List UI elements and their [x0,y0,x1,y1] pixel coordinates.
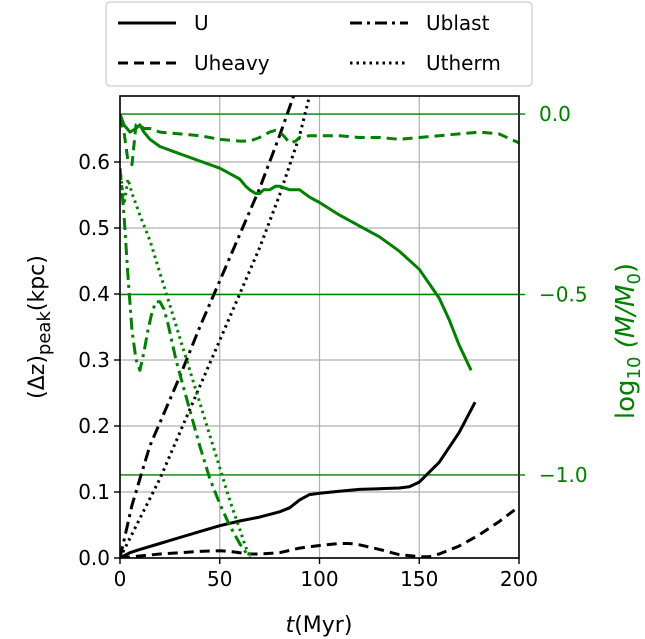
x-axis-ticks: 0 50 100 150 200 [114,558,538,591]
y-tick-label-4: 0.4 [78,282,110,306]
y-tick-label-3: 0.3 [78,348,110,372]
y-axis-label-left: (Δz)peak(kpc) [25,255,55,399]
x-tick-label-3: 150 [400,567,438,591]
y-tick-label-6: 0.6 [78,150,110,174]
y-axis-label-right-sub: 10 [624,357,645,380]
series-Ublast-mass-line [120,168,251,558]
legend-box [105,1,533,87]
series-U-mass-line [120,113,473,371]
series-Ublast-line [120,96,296,558]
y-tick-label-1: 0.1 [78,480,110,504]
series-U-line [120,401,477,558]
y-right-tick-label-2: −1.0 [539,463,588,487]
grid-lines [119,96,520,559]
y-axis-label-left-suffix: (kpc) [25,255,50,311]
legend-label-3: Utherm [426,51,501,75]
y-tick-label-2: 0.2 [78,414,110,438]
y-right-tick-label-0: 0.0 [539,102,571,126]
x-axis-label: t(Myr) [286,613,353,638]
x-tick-label-4: 200 [500,567,538,591]
y-right-tick-label-1: −0.5 [539,283,588,307]
x-axis-label-rest: (Myr) [294,613,352,638]
legend: U Ublast Uheavy Utherm [105,1,533,87]
x-axis-label-italic: t [286,613,296,638]
series-Utherm-line [120,96,311,558]
x-tick-label-1: 50 [207,567,232,591]
legend-label-1: Ublast [426,11,490,35]
y-axis-label-right-prefix: log [611,379,641,419]
x-tick-label-2: 100 [300,567,338,591]
right-axis-ticks: 0.0 −0.5 −1.0 [519,102,588,487]
right-axis-grid-lines [120,113,519,476]
legend-label-2: Uheavy [194,51,270,75]
y-axis-label-left-prefix: (Δz) [25,355,50,399]
legend-label-0: U [194,11,209,35]
series-Uheavy-mass-line [120,117,519,167]
x-tick-label-0: 0 [114,567,127,591]
series-Utherm-mass-line [120,168,254,558]
y-axis-label-right: log10 (M/M0) [611,263,645,419]
y-axis-label-right-mid: (M/M [611,285,641,357]
y-axis-label-left-sub: peak [34,311,55,356]
y-axis-label-right-suffix: ) [611,263,641,273]
y-axis-label-right-sub2: 0 [624,273,645,284]
left-axis-ticks: 0.0 0.1 0.2 0.3 0.4 0.5 0.6 [78,150,120,570]
y-tick-label-5: 0.5 [78,216,110,240]
y-tick-label-0: 0.0 [78,546,110,570]
series-Uheavy-line [120,505,519,558]
series-layer [120,96,519,558]
